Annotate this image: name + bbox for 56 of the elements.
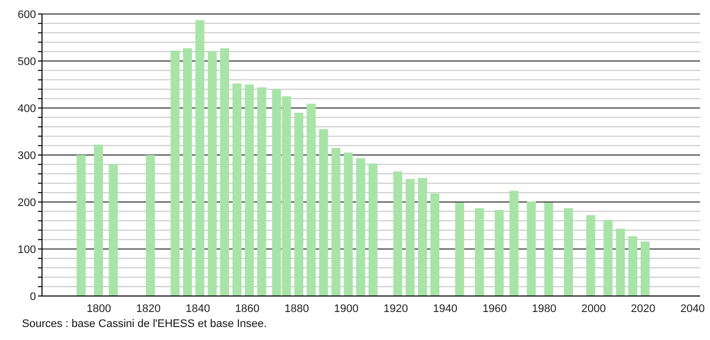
- x-tick-label: 2020: [630, 302, 656, 315]
- x-tick-label: 1840: [186, 302, 210, 315]
- bar: [628, 236, 638, 296]
- bar: [586, 215, 596, 296]
- x-tick-label: 2040: [680, 302, 705, 315]
- x-tick-label: 1860: [235, 302, 260, 315]
- x-tick-label: 1940: [432, 302, 458, 315]
- bar: [510, 190, 519, 296]
- bar: [604, 220, 613, 296]
- bar: [418, 178, 427, 296]
- bar: [616, 228, 625, 296]
- bar: [494, 210, 504, 296]
- y-tick-label: 500: [18, 56, 36, 68]
- x-tick-label: 1800: [86, 302, 112, 315]
- bar: [183, 48, 192, 296]
- bar: [76, 155, 86, 296]
- bar: [474, 208, 484, 296]
- y-tick-label: 0: [30, 291, 36, 303]
- bar: [146, 155, 155, 296]
- bar: [108, 164, 118, 296]
- source-note: Sources : base Cassini de l'EHESS et base Insee.: [21, 318, 268, 330]
- x-tick-label: 1880: [284, 302, 310, 315]
- bar: [526, 202, 536, 296]
- y-tick-label: 400: [18, 103, 36, 115]
- bar: [94, 144, 103, 296]
- bar: [319, 129, 328, 296]
- bar: [294, 112, 304, 296]
- bar: [430, 194, 440, 296]
- y-tick-label: 200: [18, 197, 36, 209]
- bar: [544, 202, 554, 296]
- bar: [208, 51, 217, 296]
- x-tick-label: 1900: [334, 302, 359, 315]
- bar: [232, 84, 242, 296]
- bar: [195, 20, 204, 296]
- bar: [564, 208, 573, 296]
- bar: [170, 50, 180, 296]
- bar: [306, 104, 316, 296]
- bar: [356, 158, 366, 296]
- y-tick-label: 600: [18, 9, 36, 21]
- x-tick-label: 1960: [482, 302, 507, 315]
- bar: [244, 84, 254, 296]
- bar: [640, 241, 650, 296]
- bar: [455, 202, 464, 296]
- bar: [257, 87, 266, 296]
- x-tick-label: 1920: [383, 302, 408, 315]
- bar: [331, 148, 340, 296]
- x-tick-label: 2000: [581, 302, 606, 315]
- x-tick-label: 1980: [532, 302, 556, 315]
- x-tick-label: 1820: [136, 302, 161, 315]
- y-tick-label: 100: [18, 244, 36, 256]
- bar: [220, 48, 230, 296]
- bar: [368, 163, 378, 296]
- y-tick-label: 300: [18, 150, 36, 162]
- bar: [344, 152, 353, 296]
- bar: [393, 171, 402, 296]
- bar: [406, 178, 415, 296]
